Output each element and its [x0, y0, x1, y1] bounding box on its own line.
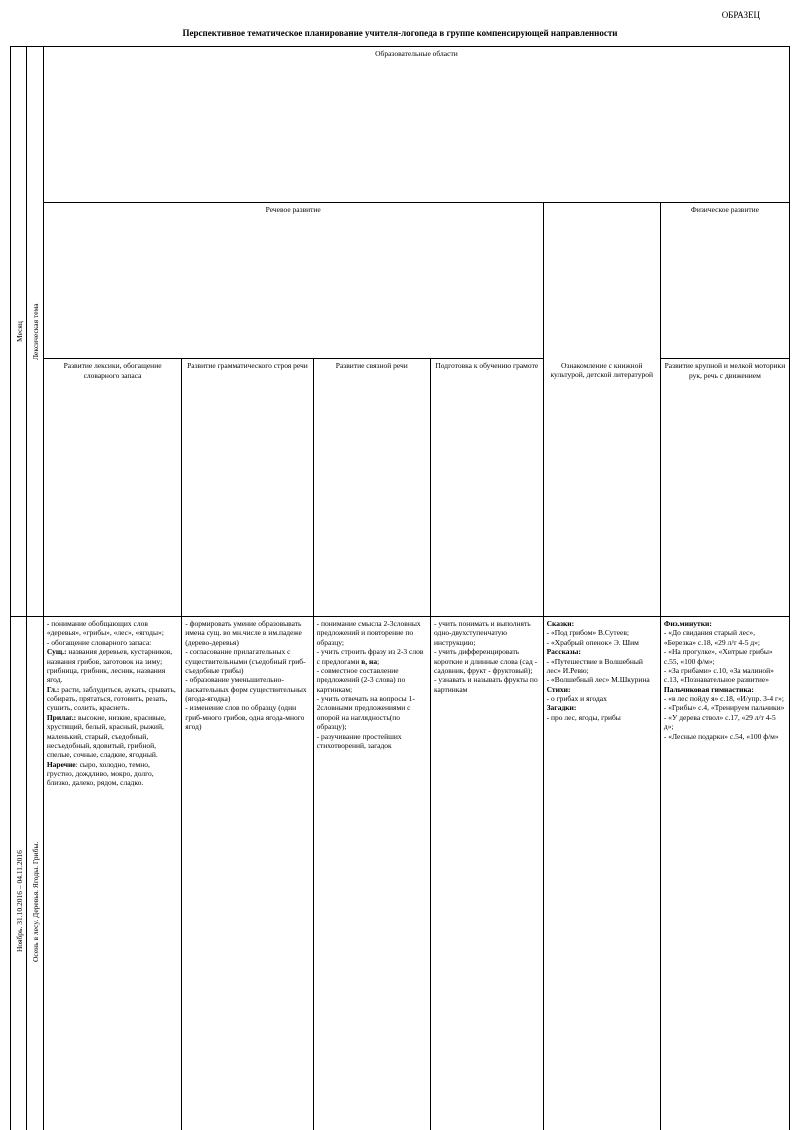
table-row: Ноябрь. 31.10.2016 – 04.11.2016 Осень в … [11, 617, 790, 1130]
header-col6: Развитие крупной и мелкой моторики рук, … [660, 359, 789, 617]
header-speech-dev: Речевое развитие [43, 203, 543, 359]
header-col5: Ознакомление с книжной культурой, детско… [543, 359, 660, 617]
cell-c3: - понимание смысла 2-3словных предложени… [313, 617, 430, 1130]
header-col1: Развитие лексики, обогащение словарного … [43, 359, 181, 617]
header-col2: Развитие грамматического строя речи [182, 359, 313, 617]
sample-label: ОБРАЗЕЦ [10, 10, 790, 20]
table-row: Месяц Лексическая тема Образовательные о… [11, 47, 790, 203]
header-col5-span [543, 203, 660, 359]
cell-lex-topic: Осень в лесу. Деревья. Ягоды. Грибы. [27, 617, 43, 1130]
header-month: Месяц [11, 47, 27, 617]
cell-c5: Сказки:- «Под грибом» В.Сутеев;- «Храбры… [543, 617, 660, 1130]
cell-month: Ноябрь. 31.10.2016 – 04.11.2016 [11, 617, 27, 1130]
page-title: Перспективное тематическое планирование … [10, 28, 790, 38]
table-row: Речевое развитие Физическое развитие [11, 203, 790, 359]
cell-c2: - формировать умение образовывать имена … [182, 617, 313, 1130]
cell-c4: - учить понимать и выполнять одно-двухст… [430, 617, 543, 1130]
header-col4: Подготовка к обучению грамоте [430, 359, 543, 617]
cell-c6: Физ.минутки:- «До свидания старый лес», … [660, 617, 789, 1130]
table-row: Развитие лексики, обогащение словарного … [11, 359, 790, 617]
header-phys-dev: Физическое развитие [660, 203, 789, 359]
header-col3: Развитие связной речи [313, 359, 430, 617]
header-edu-areas: Образовательные области [43, 47, 789, 203]
cell-c1: - понимание обобщающих слов «деревья», «… [43, 617, 181, 1130]
planning-table: Месяц Лексическая тема Образовательные о… [10, 46, 790, 1130]
header-lex-topic: Лексическая тема [27, 47, 43, 617]
